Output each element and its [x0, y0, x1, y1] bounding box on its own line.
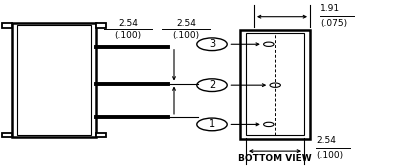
Text: (.100): (.100): [316, 151, 343, 160]
Text: 3: 3: [209, 39, 215, 49]
Text: 1: 1: [209, 119, 215, 129]
Text: (.100): (.100): [172, 31, 200, 40]
Text: 2: 2: [209, 80, 215, 90]
Text: BOTTOM VIEW: BOTTOM VIEW: [238, 154, 312, 163]
Text: 2.54: 2.54: [316, 136, 336, 145]
Text: 1.91: 1.91: [320, 4, 340, 13]
Text: 2.54: 2.54: [176, 19, 196, 28]
Bar: [2, 133, 12, 137]
Bar: [240, 30, 310, 139]
Text: (.075): (.075): [320, 19, 347, 28]
Bar: [96, 133, 106, 137]
Text: (.100): (.100): [114, 31, 142, 40]
Text: 2.54: 2.54: [118, 19, 138, 28]
Bar: [17, 25, 91, 135]
Bar: [96, 23, 106, 28]
Bar: [2, 23, 12, 28]
Bar: [12, 23, 96, 137]
Bar: [246, 33, 304, 135]
